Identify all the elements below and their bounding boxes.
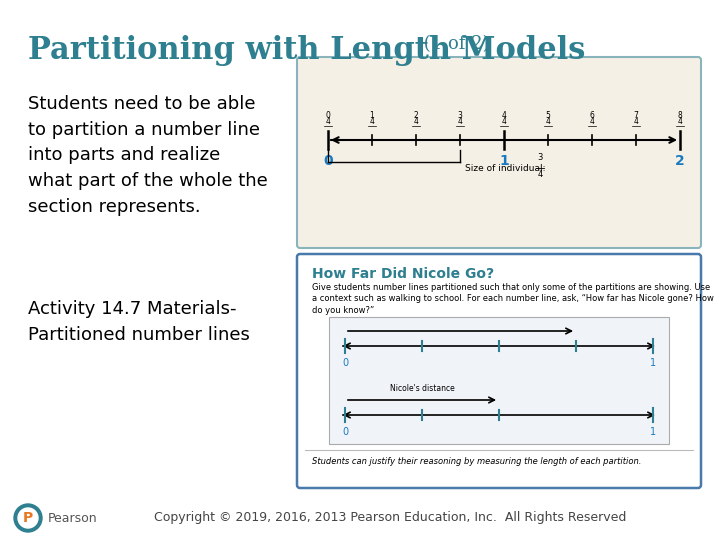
Text: Partitioning with Length Models: Partitioning with Length Models [28, 35, 585, 66]
Text: 4: 4 [413, 117, 418, 126]
Text: 0: 0 [342, 358, 348, 368]
Circle shape [18, 508, 38, 528]
Text: 1: 1 [369, 111, 374, 120]
Text: 4: 4 [590, 117, 595, 126]
Text: 4: 4 [634, 117, 639, 126]
Text: 1: 1 [499, 154, 509, 168]
Text: 0: 0 [323, 154, 333, 168]
Text: 6: 6 [590, 111, 595, 120]
Circle shape [14, 504, 42, 532]
Text: Students can justify their reasoning by measuring the length of each partition.: Students can justify their reasoning by … [312, 457, 642, 466]
Text: Size of individual:: Size of individual: [465, 164, 549, 173]
Text: 4: 4 [502, 111, 506, 120]
Text: 1: 1 [650, 358, 656, 368]
Text: Nicole's distance: Nicole's distance [390, 384, 454, 393]
Text: 3: 3 [458, 111, 462, 120]
Text: 4: 4 [678, 117, 683, 126]
Text: 4: 4 [546, 117, 550, 126]
Text: 3: 3 [537, 153, 543, 162]
Text: 0: 0 [342, 427, 348, 437]
Text: 2: 2 [413, 111, 418, 120]
Text: Give students number lines partitioned such that only some of the partitions are: Give students number lines partitioned s… [312, 283, 714, 315]
FancyBboxPatch shape [297, 57, 701, 248]
Text: 7: 7 [634, 111, 639, 120]
Text: 4: 4 [537, 170, 543, 179]
FancyBboxPatch shape [329, 317, 669, 444]
Text: 1: 1 [650, 427, 656, 437]
Text: Students need to be able
to partition a number line
into parts and realize
what : Students need to be able to partition a … [28, 95, 268, 216]
Text: 5: 5 [546, 111, 550, 120]
Text: 4: 4 [325, 117, 330, 126]
Text: (1 of 2): (1 of 2) [418, 35, 490, 53]
Text: Pearson: Pearson [48, 511, 98, 524]
Text: 8: 8 [678, 111, 683, 120]
Text: How Far Did Nicole Go?: How Far Did Nicole Go? [312, 267, 494, 281]
FancyBboxPatch shape [297, 254, 701, 488]
Text: Copyright © 2019, 2016, 2013 Pearson Education, Inc.  All Rights Reserved: Copyright © 2019, 2016, 2013 Pearson Edu… [154, 511, 626, 524]
Text: 4: 4 [369, 117, 374, 126]
Text: 0: 0 [325, 111, 330, 120]
Text: P: P [23, 511, 33, 525]
Text: 4: 4 [502, 117, 506, 126]
Text: 2: 2 [675, 154, 685, 168]
Text: 4: 4 [458, 117, 462, 126]
Text: Activity 14.7 Materials-
Partitioned number lines: Activity 14.7 Materials- Partitioned num… [28, 300, 250, 343]
